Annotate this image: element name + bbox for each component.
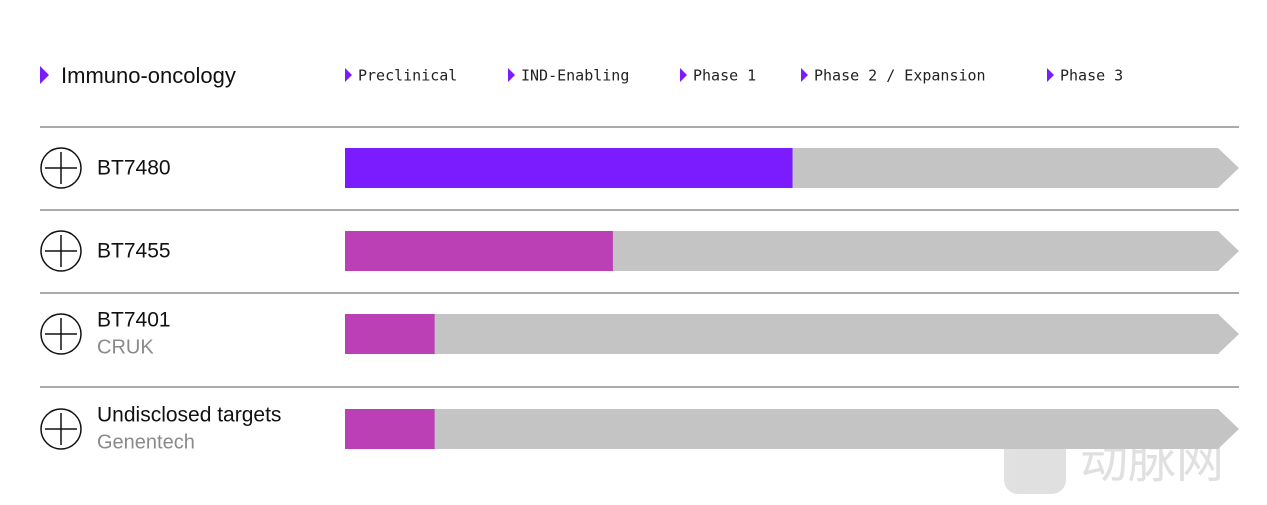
phase-marker: [345, 68, 352, 82]
phase-marker: [801, 68, 808, 82]
progress-bar: [345, 409, 435, 449]
row-name: BT7480: [97, 157, 171, 180]
progress-bar: [345, 231, 613, 271]
row-partner: Genentech: [97, 431, 195, 453]
phase-label: Preclinical: [358, 67, 457, 85]
phase-marker: [1047, 68, 1054, 82]
phase-label: IND-Enabling: [521, 67, 629, 85]
expand-plus: [45, 152, 77, 184]
row-name: Undisclosed targets: [97, 404, 281, 427]
section-title: Immuno-oncology: [61, 63, 236, 88]
expand-icon: [40, 313, 82, 355]
progress-bar: [345, 314, 435, 354]
expand-icon: [40, 230, 82, 272]
expand-plus: [45, 235, 77, 267]
row-name: BT7401: [97, 309, 171, 332]
phase-label: Phase 2 / Expansion: [814, 67, 986, 85]
phase-marker: [508, 68, 515, 82]
track: [345, 314, 1239, 354]
phase-marker: [680, 68, 687, 82]
phase-label: Phase 1: [693, 67, 756, 85]
title-marker: [40, 66, 49, 84]
expand-plus: [45, 318, 77, 350]
expand-plus: [45, 413, 77, 445]
track: [345, 409, 1239, 449]
expand-icon: [40, 408, 82, 450]
phase-label: Phase 3: [1060, 67, 1123, 85]
row-partner: CRUK: [97, 336, 154, 358]
progress-bar: [345, 148, 793, 188]
row-name: BT7455: [97, 240, 171, 263]
expand-icon: [40, 147, 82, 189]
